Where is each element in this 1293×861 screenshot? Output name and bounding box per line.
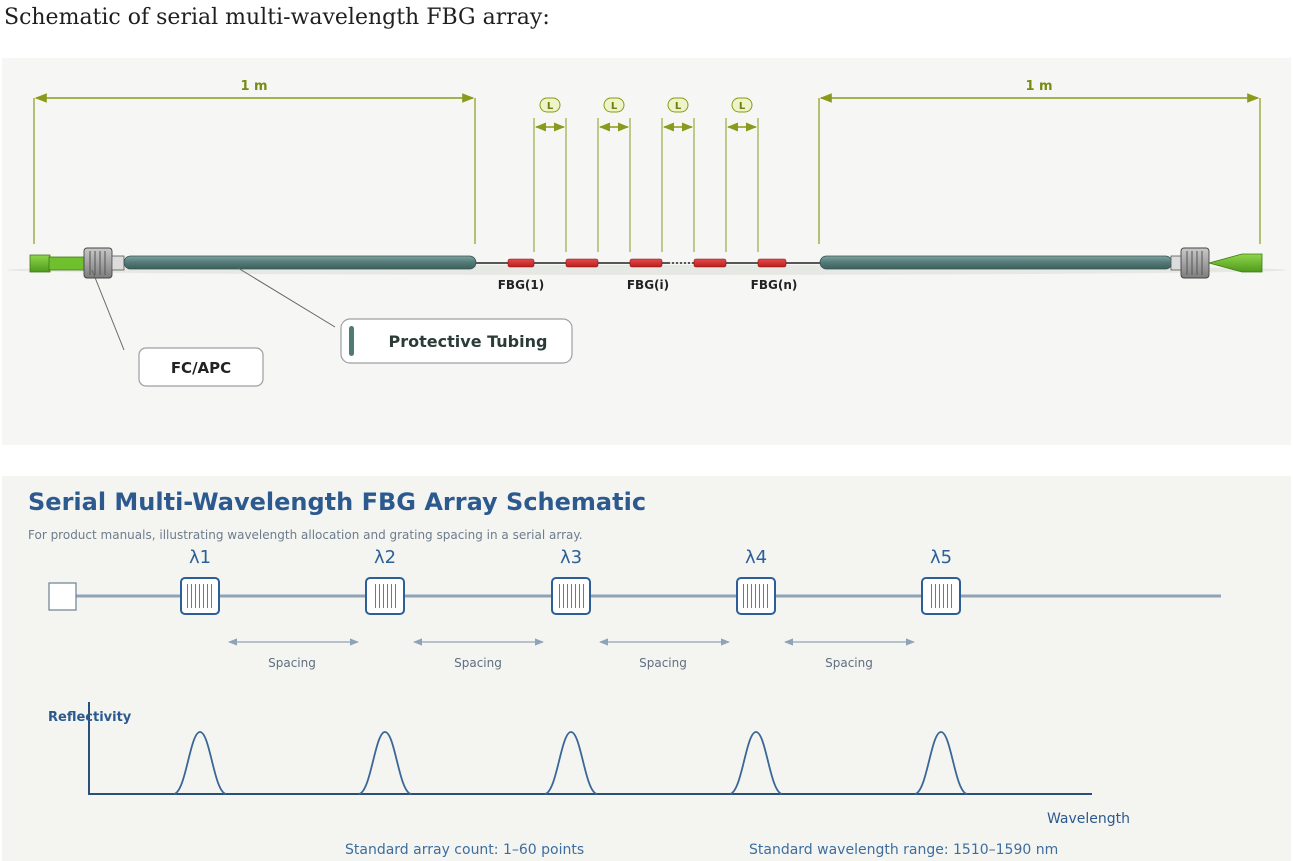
spacing-dimension: L — [725, 97, 759, 252]
wavelength-label-3: λ3 — [560, 547, 582, 568]
fbg-label-middle: FBG(i) — [627, 278, 669, 292]
tubing-leader-line — [237, 267, 336, 328]
fbg-array-drawing: 1 m 1 m L L L — [7, 79, 1287, 387]
spacing-badge: L — [547, 101, 554, 112]
spacing-badge: L — [675, 101, 682, 112]
reflection-peak — [914, 731, 968, 795]
fc-apc-connector-right — [1170, 247, 1263, 279]
protective-tube-right — [819, 255, 1173, 270]
protective-tube-left — [123, 255, 477, 270]
reflection-peak — [358, 731, 412, 795]
grating-box — [365, 577, 405, 615]
x-axis-label: Wavelength — [1047, 811, 1130, 827]
tubing-label: Protective Tubing — [389, 332, 548, 351]
length-dimension-left: 1 m — [33, 79, 476, 244]
length-label-left: 1 m — [240, 79, 267, 94]
grating-box — [736, 577, 776, 615]
spacing-badge: L — [611, 101, 618, 112]
tubing-callout: Protective Tubing — [340, 318, 573, 364]
connector-callout: FC/APC — [138, 347, 264, 387]
fbg-grating — [507, 258, 535, 268]
spacing-label: Spacing — [454, 656, 502, 670]
wavelength-label-4: λ4 — [745, 547, 767, 568]
fc-apc-connector-left — [29, 247, 125, 279]
fbg-label-last: FBG(n) — [751, 278, 798, 292]
wavelength-allocation-schematic: Serial Multi-Wavelength FBG Array Schema… — [2, 476, 1291, 861]
length-dimension-right: 1 m — [818, 79, 1261, 244]
connector-leader-line — [91, 269, 125, 351]
spacing-dimension: L — [597, 97, 631, 252]
reflection-peak — [173, 731, 227, 795]
wavelength-label-1: λ1 — [189, 547, 211, 568]
fbg-grating — [565, 258, 599, 268]
fbg-grating — [629, 258, 663, 268]
fbg-label-first: FBG(1) — [498, 278, 545, 292]
grating-box — [551, 577, 591, 615]
spacing-badge: L — [739, 101, 746, 112]
reflection-peak — [729, 731, 783, 795]
spacing-dimension: L — [533, 97, 567, 252]
reflection-peak — [544, 731, 598, 795]
schematic-title: Serial Multi-Wavelength FBG Array Schema… — [28, 488, 647, 516]
wavelength-drawing: λ1 λ2 λ3 λ4 λ5 Spacing Spacing Spacing S… — [48, 547, 1221, 858]
input-port — [48, 582, 77, 611]
wavelength-label-5: λ5 — [930, 547, 952, 568]
spacing-label: Spacing — [825, 656, 873, 670]
length-label-right: 1 m — [1025, 79, 1052, 94]
fbg-array-schematic: 1 m 1 m L L L — [2, 58, 1291, 445]
fbg-grating — [693, 258, 727, 268]
wavelength-label-2: λ2 — [374, 547, 396, 568]
tubing-swatch — [349, 326, 354, 356]
spacing-label: Spacing — [268, 656, 316, 670]
wavelength-range-note: Standard wavelength range: 1510–1590 nm — [749, 842, 1058, 858]
grating-box — [180, 577, 220, 615]
grating-box — [921, 577, 961, 615]
spacing-dimension: L — [661, 97, 695, 252]
schematic-subtitle: For product manuals, illustrating wavele… — [28, 528, 583, 542]
y-axis-label: Reflectivity — [48, 710, 132, 725]
fbg-grating — [757, 258, 787, 268]
spacing-label: Spacing — [639, 656, 687, 670]
connector-label: FC/APC — [171, 359, 231, 377]
array-count-note: Standard array count: 1–60 points — [345, 842, 584, 858]
page-heading: Schematic of serial multi-wavelength FBG… — [4, 5, 550, 30]
